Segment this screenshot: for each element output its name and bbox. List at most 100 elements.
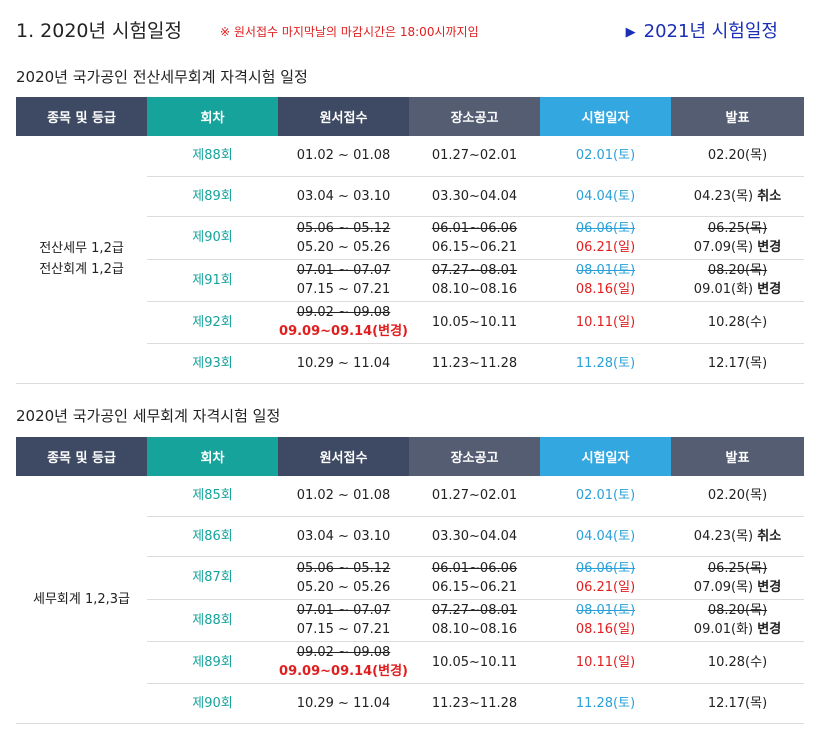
table-row: 제89회 09.02 ~ 09.08 09.09~09.14(변경) 10.05~10…: [16, 641, 804, 684]
round-label: 제89회: [192, 654, 233, 670]
round-label: 제92회: [192, 314, 233, 330]
round-label: 제91회: [192, 272, 233, 288]
page-header: 1. 2020년 시험일정 ※ 원서접수 마지막날의 마감시간은 18:00시까…: [16, 14, 802, 46]
current-date-text: 01.27~02.01: [431, 488, 518, 504]
round-label: 제88회: [192, 148, 233, 164]
result-date-cell: 04.23(목) 취소: [671, 176, 804, 217]
current-date-text: 06.21(일): [575, 579, 636, 595]
current-date: 01.02 ~ 01.08: [278, 146, 409, 165]
current-date: 01.27~02.01: [409, 146, 540, 165]
current-date: 03.30~04.04: [409, 187, 540, 206]
current-date-text: 11.23~11.28: [431, 695, 518, 711]
current-date-text: 05.20 ~ 05.26: [296, 239, 391, 255]
current-date-text: 04.23(목): [693, 528, 754, 544]
header-row: 종목 및 등급 회차 원서접수 장소공고 시험일자 발표: [16, 97, 804, 136]
current-date-text: 10.28(수): [707, 314, 768, 330]
current-date: 11.23~11.28: [409, 694, 540, 713]
current-date-text: 02.20(목): [707, 488, 768, 504]
grade-cell: 전산세무 1,2급 전산회계 1,2급: [16, 136, 147, 384]
round-cell: 제89회: [147, 176, 278, 217]
current-date-text: 09.01(화): [693, 282, 754, 297]
current-date-text: 10.05~10.11: [431, 654, 518, 670]
application-period-cell: 03.04 ~ 03.10: [278, 176, 409, 217]
current-date-text: 11.23~11.28: [431, 355, 518, 371]
previous-date: 09.02 ~ 09.08: [296, 305, 391, 320]
current-date-text: 10.11(일): [575, 654, 636, 670]
current-date-text: 10.05~10.11: [431, 314, 518, 330]
grade-header: 종목 및 등급: [16, 97, 147, 136]
application-period-cell: 07.01 ~ 07.07 07.15 ~ 07.21: [278, 599, 409, 642]
current-date: 03.04 ~ 03.10: [278, 187, 409, 206]
section-title-2: 2020년 국가공인 세무회계 자격시험 일정: [16, 407, 281, 425]
current-date: 10.11(일): [540, 313, 671, 332]
current-date-text: 08.10~08.16: [431, 282, 518, 297]
previous-date: 06.25(목): [707, 220, 768, 236]
venue-notice-cell: 10.05~10.11: [409, 641, 540, 684]
current-date-text: 08.16(일): [575, 622, 636, 637]
current-date-text: 11.28(토): [575, 695, 636, 711]
current-date: 11.28(토): [540, 354, 671, 373]
current-date-text: 10.28(수): [707, 654, 768, 670]
current-date: 05.20 ~ 05.26: [278, 578, 409, 597]
application-period-cell: 01.02 ~ 01.08: [278, 476, 409, 517]
current-date: 06.21(일): [540, 238, 671, 257]
round-label: 제86회: [192, 528, 233, 544]
current-date: 04.04(토): [540, 187, 671, 206]
table-row: 제92회 09.02 ~ 09.08 09.09~09.14(변경) 10.05~10…: [16, 301, 804, 344]
result-date-cell: 12.17(목): [671, 683, 804, 724]
next-year-schedule-link[interactable]: ▶ 2021년 시험일정: [626, 17, 778, 43]
current-date: 03.04 ~ 03.10: [278, 527, 409, 546]
round-cell: 제90회: [147, 683, 278, 724]
table-row: 제89회 03.04 ~ 03.10 03.30~04.04 04.04(토) 04.2…: [16, 176, 804, 217]
grade-label: 세무회계 1,2,3급: [32, 591, 130, 607]
venue-notice-header: 장소공고: [409, 437, 540, 476]
current-date-text: 03.04 ~ 03.10: [296, 528, 391, 544]
venue-notice-cell: 03.30~04.04: [409, 176, 540, 217]
exam-date-cell: 10.11(일): [540, 301, 671, 344]
current-date: 07.15 ~ 07.21: [278, 620, 409, 639]
result-date-cell: 02.20(목): [671, 476, 804, 517]
current-date-text: 06.15~06.21: [431, 239, 518, 255]
current-date-text: 01.27~02.01: [431, 148, 518, 164]
previous-date: 06.01~06.06: [431, 560, 518, 576]
round-cell: 제91회: [147, 259, 278, 302]
table-row: 전산세무 1,2급 전산회계 1,2급 제88회 01.02 ~ 01.08 01.27…: [16, 136, 804, 384]
previous-date: 08.20(목): [707, 603, 768, 618]
exam-date-header: 시험일자: [540, 97, 671, 136]
status-tag: 취소: [757, 188, 782, 204]
current-date: 01.02 ~ 01.08: [278, 486, 409, 505]
round-cell: 제88회: [147, 599, 278, 642]
current-date: 03.30~04.04: [409, 527, 540, 546]
round-header: 회차: [147, 97, 278, 136]
grade-label: 전산회계 1,2급: [39, 262, 124, 278]
grade-header: 종목 및 등급: [16, 437, 147, 476]
result-date-cell: 10.28(수): [671, 641, 804, 684]
previous-date: 07.27~08.01: [431, 263, 518, 278]
result-date-cell: 06.25(목) 07.09(목) 변경: [671, 556, 804, 600]
current-date-text: 07.15 ~ 07.21: [296, 282, 391, 297]
previous-date: 08.01(토): [575, 603, 636, 618]
venue-notice-cell: 07.27~08.01 08.10~08.16: [409, 599, 540, 642]
application-period-cell: 10.29 ~ 11.04: [278, 683, 409, 724]
application-period-cell: 05.06 ~ 05.12 05.20 ~ 05.26: [278, 216, 409, 260]
current-date: 02.01(토): [540, 146, 671, 165]
venue-notice-header: 장소공고: [409, 97, 540, 136]
current-date: 04.04(토): [540, 527, 671, 546]
current-date: 12.17(목): [671, 694, 804, 713]
result-date-cell: 10.28(수): [671, 301, 804, 344]
current-date-text: 01.02 ~ 01.08: [296, 148, 391, 164]
header-row: 종목 및 등급 회차 원서접수 장소공고 시험일자 발표: [16, 437, 804, 476]
current-date: 02.01(토): [540, 486, 671, 505]
current-date-text: 09.09~09.14(변경): [279, 664, 408, 679]
status-tag: 변경: [757, 622, 782, 637]
current-date: 07.15 ~ 07.21: [278, 280, 409, 299]
table-row: 제88회 07.01 ~ 07.07 07.15 ~ 07.21 07.27~08.0…: [16, 599, 804, 642]
previous-date: 09.02 ~ 09.08: [296, 645, 391, 660]
current-date-text: 12.17(목): [707, 355, 768, 371]
result-header: 발표: [671, 97, 804, 136]
application-period-cell: 10.29 ~ 11.04: [278, 343, 409, 384]
current-date: 05.20 ~ 05.26: [278, 238, 409, 257]
exam-date-cell: 11.28(토): [540, 343, 671, 384]
current-date-text: 10.11(일): [575, 314, 636, 330]
round-cell: 제89회: [147, 641, 278, 684]
